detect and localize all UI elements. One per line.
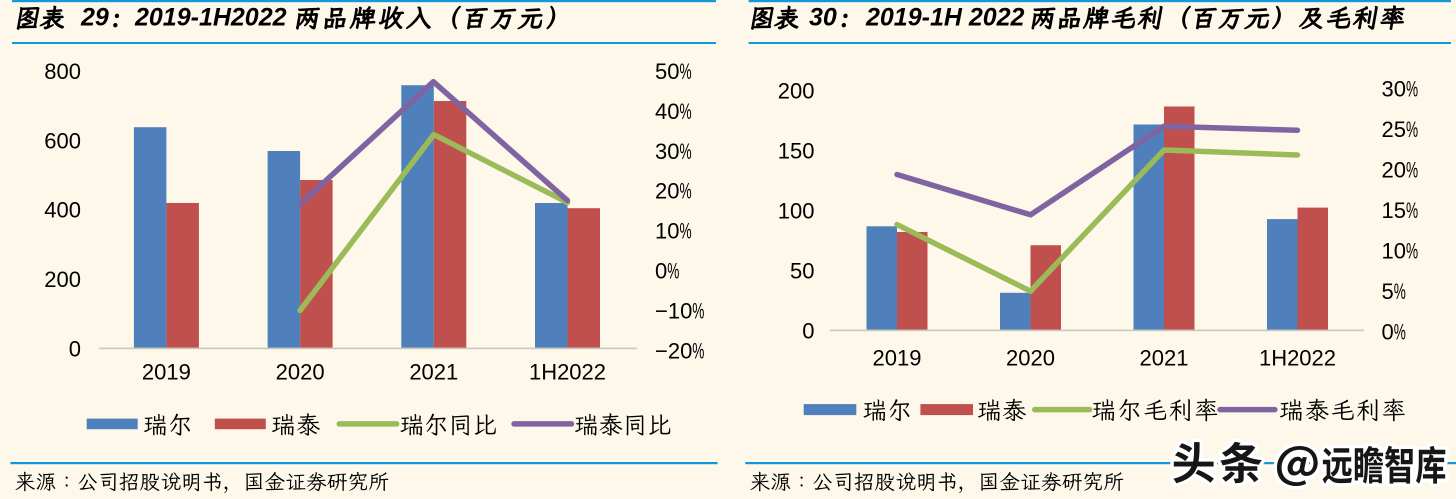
- svg-text:2019-1H 2022: 2019-1H 2022: [865, 3, 1025, 31]
- svg-text:2019: 2019: [142, 359, 191, 384]
- svg-text:%: %: [1406, 116, 1418, 141]
- svg-text:%: %: [1406, 157, 1418, 182]
- svg-text:150: 150: [778, 138, 815, 163]
- svg-text:0: 0: [655, 259, 667, 284]
- svg-text:%: %: [1406, 198, 1418, 223]
- svg-text:100: 100: [778, 198, 815, 223]
- svg-text:20: 20: [655, 179, 679, 204]
- svg-text:%: %: [692, 298, 704, 323]
- svg-text:800: 800: [44, 59, 81, 84]
- svg-text:40: 40: [655, 99, 679, 124]
- svg-text:2019: 2019: [873, 345, 922, 370]
- svg-text:2019-1H2022: 2019-1H2022: [134, 3, 287, 31]
- svg-text:10: 10: [655, 219, 679, 244]
- svg-text:400: 400: [44, 198, 81, 223]
- svg-text:2020: 2020: [276, 359, 325, 384]
- svg-text:25: 25: [1382, 117, 1406, 142]
- svg-text:600: 600: [44, 128, 81, 153]
- svg-text:%: %: [680, 138, 692, 163]
- svg-text:0: 0: [69, 336, 81, 361]
- svg-text:%: %: [1406, 76, 1418, 101]
- svg-text:15: 15: [1382, 198, 1406, 223]
- svg-text:30: 30: [655, 139, 679, 164]
- svg-text:1H2022: 1H2022: [1259, 345, 1336, 370]
- svg-text:29: 29: [80, 3, 109, 31]
- svg-text:50: 50: [790, 258, 814, 283]
- svg-text:%: %: [667, 258, 679, 283]
- svg-text:%: %: [692, 338, 704, 363]
- svg-text:0: 0: [1382, 320, 1394, 345]
- svg-text:30: 30: [809, 3, 837, 31]
- svg-text:2021: 2021: [1140, 345, 1189, 370]
- svg-text:0: 0: [802, 318, 814, 343]
- svg-text:50: 50: [655, 59, 679, 84]
- svg-text:5: 5: [1382, 279, 1394, 304]
- svg-text:%: %: [680, 178, 692, 203]
- svg-text:%: %: [680, 98, 692, 123]
- svg-text:10: 10: [1382, 239, 1406, 264]
- svg-text:2020: 2020: [1006, 345, 1055, 370]
- svg-text:1H2022: 1H2022: [529, 359, 606, 384]
- svg-text:%: %: [680, 218, 692, 243]
- svg-text:200: 200: [44, 267, 81, 292]
- svg-text:%: %: [680, 59, 692, 84]
- svg-text:%: %: [1394, 279, 1406, 304]
- svg-text:30: 30: [1382, 76, 1406, 101]
- svg-text:%: %: [1394, 319, 1406, 344]
- svg-text:−20: −20: [655, 338, 692, 363]
- svg-text:20: 20: [1382, 157, 1406, 182]
- svg-text:2021: 2021: [409, 359, 458, 384]
- svg-text:−10: −10: [655, 298, 692, 323]
- svg-text:200: 200: [778, 78, 815, 103]
- svg-text:%: %: [1406, 238, 1418, 263]
